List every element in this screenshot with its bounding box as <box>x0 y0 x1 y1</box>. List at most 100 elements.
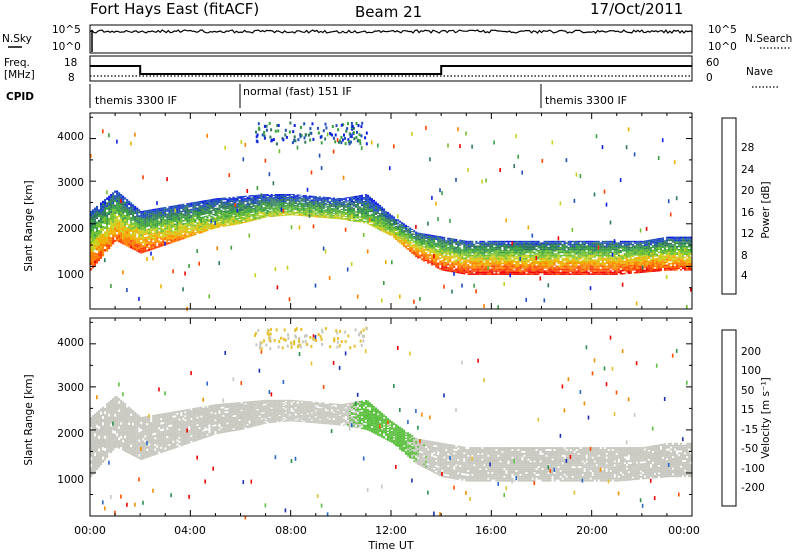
power-cell <box>224 201 227 203</box>
power-cell <box>553 250 556 252</box>
power-cell <box>401 235 404 237</box>
power-cell <box>399 235 402 237</box>
power-cell <box>316 199 319 201</box>
power-cell <box>102 203 105 206</box>
power-cell <box>286 203 289 205</box>
power-cell <box>146 232 149 235</box>
power-cell <box>471 273 474 275</box>
power-cell <box>409 245 412 247</box>
power-cell <box>455 259 458 261</box>
power-cell <box>403 224 406 226</box>
power-cell <box>140 214 143 217</box>
power-cell <box>254 215 257 217</box>
power-cell <box>545 245 548 247</box>
power-cell <box>535 270 538 272</box>
power-cell <box>230 213 233 216</box>
power-cell <box>505 262 508 264</box>
power-cell <box>224 206 227 208</box>
power-cell <box>310 213 313 215</box>
power-cell <box>517 247 520 249</box>
power-cell <box>312 203 315 205</box>
power-cell <box>108 232 111 235</box>
power-cell <box>411 233 414 235</box>
power-cell <box>104 206 107 210</box>
power-cell <box>244 217 247 219</box>
power-cell <box>362 218 365 220</box>
power-cell <box>240 202 243 204</box>
power-cell <box>377 209 380 211</box>
power-cell <box>252 219 255 221</box>
power-cell <box>342 217 345 219</box>
power-cell <box>533 271 536 274</box>
power-cell <box>505 240 508 243</box>
power-cell <box>222 198 225 201</box>
power-cell <box>370 218 373 220</box>
power-cell <box>248 214 251 216</box>
power-cell <box>415 239 418 241</box>
power-cell <box>178 230 181 233</box>
power-cell <box>503 267 506 269</box>
power-cell <box>244 220 247 222</box>
power-cell <box>178 222 181 225</box>
power-cell <box>306 215 309 217</box>
power-cell <box>561 245 564 247</box>
power-cell <box>208 203 211 205</box>
power-cell <box>288 200 291 202</box>
power-cell <box>174 211 177 214</box>
power-cell <box>240 217 243 219</box>
power-cell <box>465 270 468 272</box>
nsky-trace <box>89 29 693 52</box>
power-cell <box>495 271 498 274</box>
power-cell <box>338 205 341 207</box>
power-cell <box>276 211 279 213</box>
power-cell <box>563 251 566 254</box>
power-cell <box>439 245 442 247</box>
power-cell <box>387 224 390 226</box>
power-cell <box>146 245 149 248</box>
power-cell <box>228 202 231 204</box>
power-cell <box>234 221 237 223</box>
power-cell <box>170 241 173 244</box>
power-cell <box>216 200 219 203</box>
power-cell <box>264 209 267 211</box>
power-cell <box>250 195 253 197</box>
power-cell <box>555 270 558 272</box>
power-cell <box>106 202 109 205</box>
power-cell <box>372 208 375 210</box>
power-cell <box>242 217 245 219</box>
power-cell <box>521 254 524 257</box>
power-cell <box>489 268 492 271</box>
power-cell <box>354 204 357 206</box>
power-cell <box>280 197 283 198</box>
power-cell <box>513 261 516 263</box>
power-cell <box>178 225 181 228</box>
power-cell <box>527 256 530 258</box>
power-cell <box>284 210 287 212</box>
power-cell <box>372 202 375 204</box>
power-cell <box>431 243 434 245</box>
power-cell <box>431 254 434 256</box>
power-cell <box>310 214 313 216</box>
power-noise-point <box>108 133 110 138</box>
power-cell <box>475 256 478 258</box>
power-cell <box>168 220 171 222</box>
power-cell <box>475 240 478 243</box>
power-cell <box>495 264 498 266</box>
power-cell <box>545 265 548 268</box>
power-cell <box>383 219 386 221</box>
power-cell <box>531 259 534 261</box>
power-cell <box>258 212 261 214</box>
power-cell <box>469 245 472 247</box>
power-cell <box>162 209 165 211</box>
power-cell <box>170 229 173 232</box>
power-cell <box>383 209 386 211</box>
power-cell <box>158 216 161 219</box>
cpid-label: CPID <box>6 91 34 103</box>
power-cell <box>94 215 97 219</box>
power-cell <box>330 201 333 203</box>
power-cell <box>413 250 416 252</box>
power-cell <box>280 196 283 197</box>
power-cell <box>397 223 400 225</box>
power-cell <box>328 216 331 218</box>
power-cell <box>372 206 375 208</box>
